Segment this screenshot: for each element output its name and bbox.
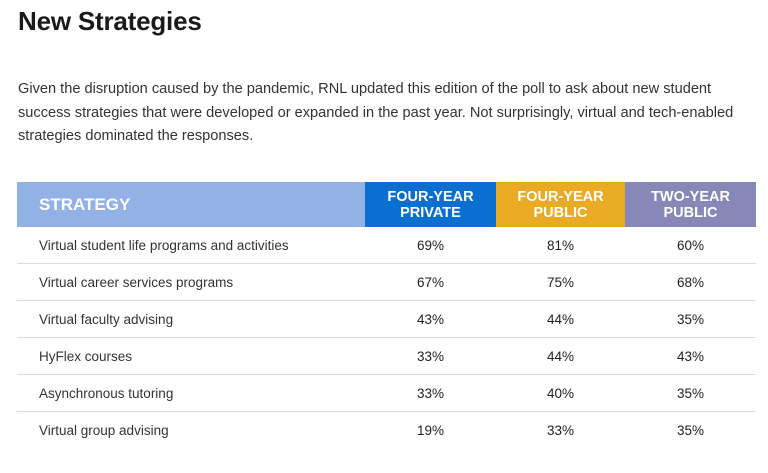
percentage-cell: 60% xyxy=(625,227,756,264)
header-four-year-private: FOUR-YEAR PRIVATE xyxy=(365,182,496,227)
percentage-cell: 19% xyxy=(416,422,445,438)
header-strategy: STRATEGY xyxy=(17,182,365,227)
page-title: New Strategies xyxy=(18,6,202,36)
header-four-year-public: FOUR-YEAR PUBLIC xyxy=(496,182,625,227)
strategy-name: Virtual faculty advising xyxy=(17,300,365,338)
table-row: Virtual student life programs and activi… xyxy=(17,227,756,264)
strategy-name: Virtual career services programs xyxy=(17,263,365,301)
strategy-name: Virtual group advising xyxy=(39,422,169,438)
table-row: Virtual group advising 19% 33% 35% xyxy=(17,412,756,449)
percentage-cell: 44% xyxy=(496,300,625,338)
percentage-cell: 43% xyxy=(365,300,496,338)
percentage-cell: 35% xyxy=(625,300,756,338)
percentage-cell: 35% xyxy=(676,422,705,438)
strategies-table: STRATEGY FOUR-YEAR PRIVATE FOUR-YEAR PUBLI… xyxy=(17,182,756,448)
table-row: Asynchronous tutoring 33% 40% 35% xyxy=(17,374,756,412)
strategy-name: Asynchronous tutoring xyxy=(17,374,365,412)
table-header-row: STRATEGY FOUR-YEAR PRIVATE FOUR-YEAR PUBLI… xyxy=(17,182,756,227)
table-row: Virtual faculty advising 43% 44% 35% xyxy=(17,300,756,338)
percentage-cell: 75% xyxy=(496,263,625,301)
percentage-cell: 81% xyxy=(496,227,625,264)
percentage-cell: 43% xyxy=(625,337,756,375)
percentage-cell: 33% xyxy=(365,374,496,412)
percentage-cell: 67% xyxy=(365,263,496,301)
table-row: Virtual career services programs 67% 75% 68… xyxy=(17,263,756,301)
strategy-name: Virtual student life programs and activi… xyxy=(17,227,365,264)
table-row: HyFlex courses 33% 44% 43% xyxy=(17,337,756,375)
percentage-cell: 33% xyxy=(546,422,575,438)
percentage-cell: 35% xyxy=(625,374,756,412)
percentage-cell: 69% xyxy=(365,227,496,264)
percentage-cell: 68% xyxy=(625,263,756,301)
percentage-cell: 33% xyxy=(365,337,496,375)
intro-paragraph: Given the disruption caused by the pande… xyxy=(18,81,734,144)
header-two-year-public: TWO-YEAR PUBLIC xyxy=(625,182,756,227)
strategy-name: HyFlex courses xyxy=(17,337,365,375)
percentage-cell: 44% xyxy=(496,337,625,375)
percentage-cell: 40% xyxy=(496,374,625,412)
